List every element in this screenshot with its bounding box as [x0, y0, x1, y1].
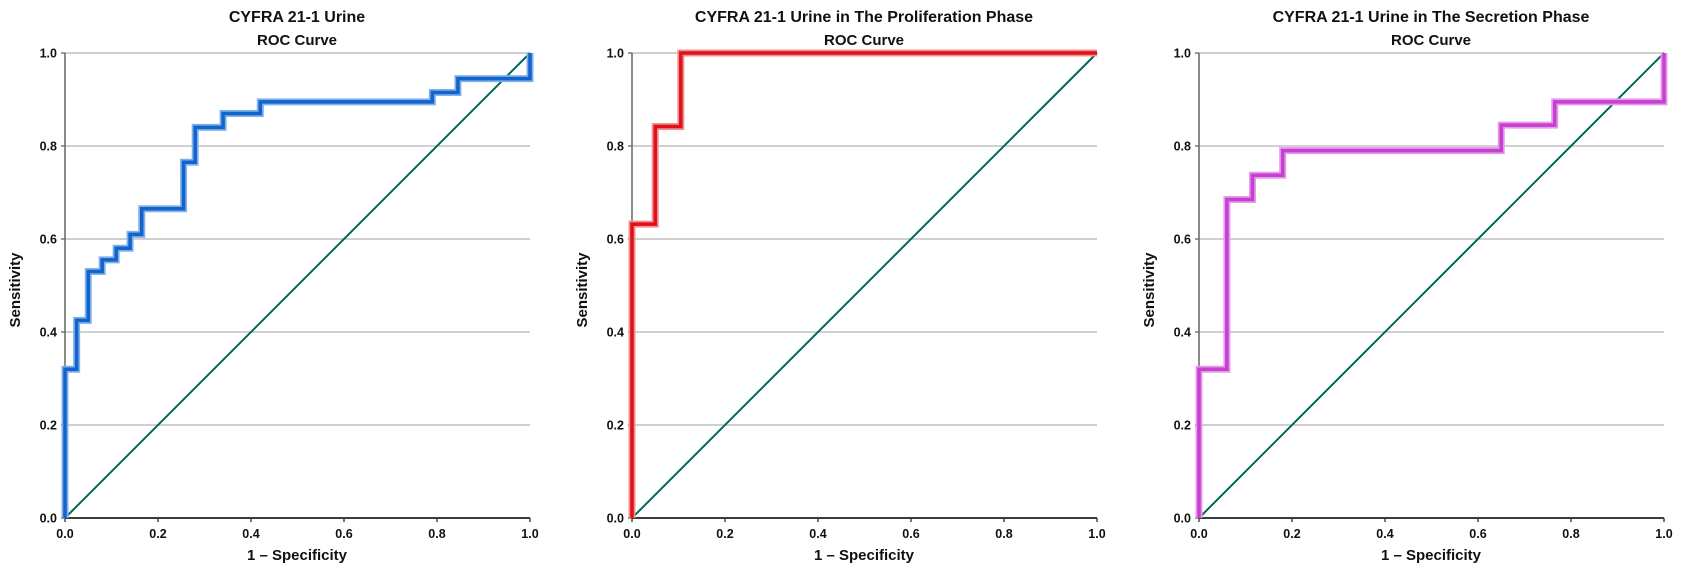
- x-tick-label: 0.8: [995, 527, 1012, 541]
- y-axis-label: Sensitivity: [7, 252, 24, 328]
- roc-curve: [63, 53, 532, 518]
- x-tick-label: 0.4: [1376, 527, 1393, 541]
- x-tick-label: 0.2: [149, 527, 166, 541]
- y-tick-label: 0.6: [607, 233, 624, 247]
- chart-title: CYFRA 21-1 Urine in The Secretion Phase: [1273, 9, 1590, 26]
- x-axis-label: 1 – Specificity: [814, 547, 915, 564]
- y-tick-label: 1.0: [40, 47, 57, 61]
- y-tick-label: 0.0: [40, 512, 57, 526]
- x-axis-label: 1 – Specificity: [247, 547, 348, 564]
- x-tick-label: 0.2: [716, 527, 733, 541]
- x-tick-label: 0.4: [809, 527, 826, 541]
- y-tick-label: 0.4: [607, 326, 624, 340]
- plot-area: 0.0 0.2 0.4 0.6 0.8 1.0 0.0 0.2 0.4 0.6 0.8 1.0: [40, 47, 539, 542]
- roc-panel-proliferation: 0.0 0.2 0.4 0.6 0.8 1.0 0.0 0.2 0.4 0.6 0.8 1.0 CYF…: [567, 0, 1134, 570]
- roc-curve: [630, 51, 1097, 518]
- x-tick-label: 1.0: [1655, 527, 1672, 541]
- chart-title: CYFRA 21-1 Urine: [229, 9, 365, 26]
- y-tick-label: 0.2: [607, 419, 624, 433]
- reference-diagonal-line: [64, 52, 531, 519]
- chart-subtitle: ROC Curve: [257, 32, 337, 49]
- y-tick-label: 0.2: [40, 419, 57, 433]
- x-tick-label: 0.6: [902, 527, 919, 541]
- x-tick-label: 0.4: [242, 527, 259, 541]
- chart-subtitle: ROC Curve: [824, 32, 904, 49]
- x-tick-label: 0.0: [1190, 527, 1207, 541]
- x-tick-label: 1.0: [521, 527, 538, 541]
- roc-curve: [1197, 53, 1666, 518]
- plot-area: 0.0 0.2 0.4 0.6 0.8 1.0 0.0 0.2 0.4 0.6 0.8 1.0: [607, 47, 1106, 542]
- y-tick-label: 0.0: [607, 512, 624, 526]
- chart-title: CYFRA 21-1 Urine in The Proliferation Ph…: [695, 9, 1033, 26]
- y-tick-label: 0.6: [40, 233, 57, 247]
- y-tick-label: 0.4: [1174, 326, 1191, 340]
- x-tick-label: 0.0: [56, 527, 73, 541]
- y-tick-label: 0.6: [1174, 233, 1191, 247]
- y-tick-label: 1.0: [607, 47, 624, 61]
- x-tick-label: 1.0: [1088, 527, 1105, 541]
- x-tick-label: 0.8: [428, 527, 445, 541]
- y-axis-label: Sensitivity: [1141, 252, 1158, 328]
- x-tick-label: 0.2: [1283, 527, 1300, 541]
- roc-panel-urine: 0.0 0.2 0.4 0.6 0.8 1.0 0.0 0.2 0.4 0.6 0.8 1.0 CYF…: [0, 0, 567, 570]
- x-tick-label: 0.0: [623, 527, 640, 541]
- y-axis-label: Sensitivity: [574, 252, 591, 328]
- x-tick-label: 0.6: [335, 527, 352, 541]
- roc-chart-svg-urine: 0.0 0.2 0.4 0.6 0.8 1.0 0.0 0.2 0.4 0.6 0.8 1.0 CYF…: [7, 9, 539, 564]
- y-tick-label: 0.8: [607, 140, 624, 154]
- y-tick-label: 0.8: [1174, 140, 1191, 154]
- roc-chart-svg-proliferation: 0.0 0.2 0.4 0.6 0.8 1.0 0.0 0.2 0.4 0.6 0.8 1.0 CYF…: [574, 9, 1106, 564]
- y-tick-label: 0.2: [1174, 419, 1191, 433]
- x-axis-label: 1 – Specificity: [1381, 547, 1482, 564]
- roc-panel-secretion: 0.0 0.2 0.4 0.6 0.8 1.0 0.0 0.2 0.4 0.6 0.8 1.0 CYF…: [1134, 0, 1701, 570]
- y-tick-label: 0.8: [40, 140, 57, 154]
- reference-diagonal-line: [631, 52, 1098, 519]
- y-tick-label: 0.4: [40, 326, 57, 340]
- reference-diagonal-line: [1198, 52, 1665, 519]
- x-tick-label: 0.8: [1562, 527, 1579, 541]
- y-tick-label: 1.0: [1174, 47, 1191, 61]
- plot-area: 0.0 0.2 0.4 0.6 0.8 1.0 0.0 0.2 0.4 0.6 0.8 1.0: [1174, 47, 1673, 542]
- y-tick-label: 0.0: [1174, 512, 1191, 526]
- chart-subtitle: ROC Curve: [1391, 32, 1471, 49]
- x-tick-label: 0.6: [1469, 527, 1486, 541]
- roc-chart-svg-secretion: 0.0 0.2 0.4 0.6 0.8 1.0 0.0 0.2 0.4 0.6 0.8 1.0 CYF…: [1141, 9, 1673, 564]
